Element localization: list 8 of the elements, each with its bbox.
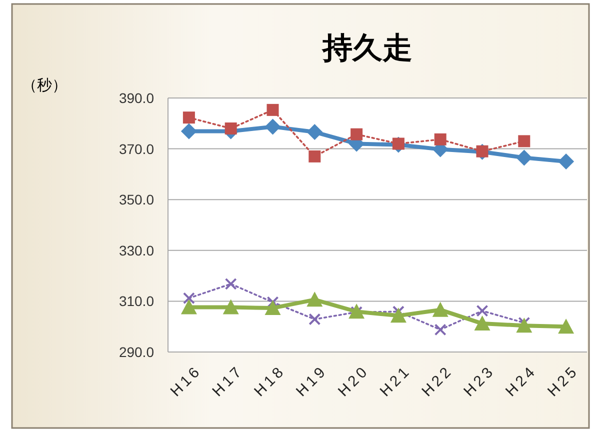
- y-tick-label: 330.0: [118, 242, 154, 258]
- y-tick-label: 370.0: [118, 140, 154, 157]
- y-tick-label: 290.0: [118, 344, 154, 360]
- y-tick-label: 350.0: [118, 192, 154, 208]
- y-axis-title: （秒）: [22, 77, 67, 94]
- y-tick-label: 390.0: [118, 90, 154, 106]
- chart-title: 持久走: [322, 32, 412, 65]
- y-tick-label: 310.0: [118, 293, 154, 310]
